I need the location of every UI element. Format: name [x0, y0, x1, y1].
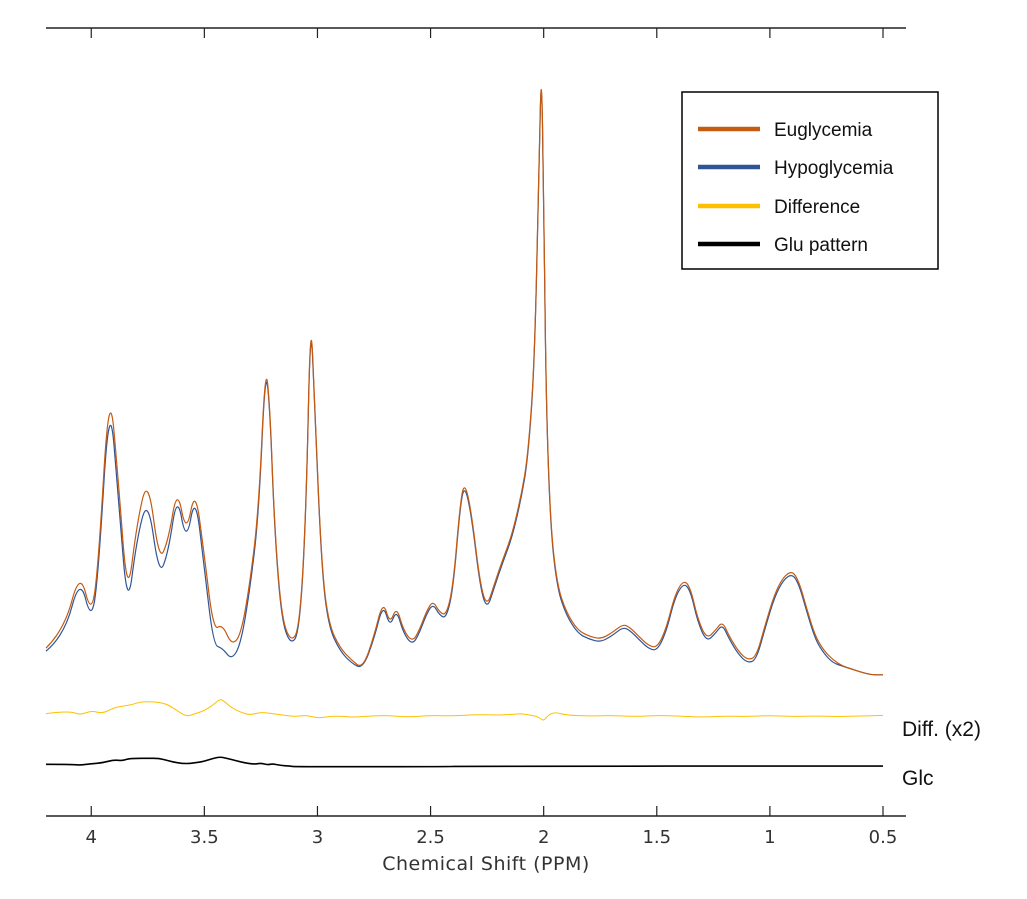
difference-trace	[45, 699, 884, 721]
x-tick-label: 2	[538, 827, 549, 848]
legend-label-hypoglycemia: Hypoglycemia	[774, 158, 894, 179]
legend-label-glu-pattern: Glu pattern	[774, 235, 868, 256]
x-tick-label: 4	[86, 827, 97, 848]
legend-label-difference: Difference	[774, 197, 860, 218]
glu-pattern-trace	[45, 756, 883, 768]
axes	[46, 27, 906, 817]
legend-label-euglycemia: Euglycemia	[774, 120, 873, 141]
traces	[45, 88, 884, 768]
x-tick-label: 3.5	[190, 827, 219, 848]
x-tick-label: 1.5	[642, 827, 671, 848]
difference-trace-label: Diff. (x2)	[902, 718, 981, 741]
euglycemia-trace	[45, 88, 883, 676]
x-tick-label: 1	[764, 827, 775, 848]
x-tick-label: 2.5	[416, 827, 445, 848]
x-tick-label: 3	[312, 827, 323, 848]
glc-trace-label: Glc	[902, 767, 934, 790]
x-tick-label: 0.5	[869, 827, 898, 848]
hypoglycemia-trace	[45, 91, 883, 676]
legend-box	[681, 91, 939, 270]
x-axis-label: Chemical Shift (PPM)	[382, 853, 590, 875]
x-ticks: 4 3.5 3 2.5 2 1.5 1 0.5	[86, 28, 898, 848]
legend: Euglycemia Hypoglycemia Difference Glu p…	[681, 91, 939, 270]
